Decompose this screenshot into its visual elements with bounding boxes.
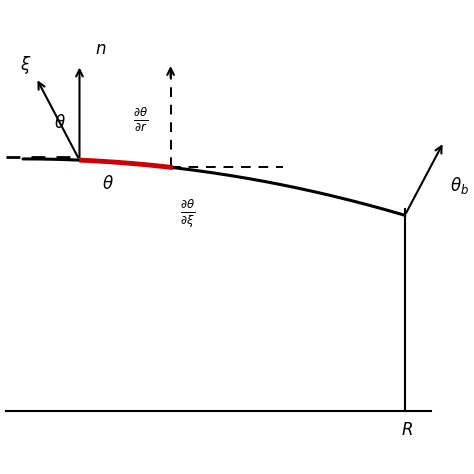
- Text: $R$: $R$: [401, 421, 413, 439]
- Text: $\theta$: $\theta$: [54, 114, 66, 132]
- Text: $\xi$: $\xi$: [20, 54, 32, 75]
- Text: $\theta_b$: $\theta_b$: [450, 175, 469, 196]
- Text: $n$: $n$: [95, 40, 106, 58]
- Text: $\frac{\partial \theta}{\partial r}$: $\frac{\partial \theta}{\partial r}$: [133, 106, 148, 133]
- Text: $\frac{\partial \theta}{\partial \xi}$: $\frac{\partial \theta}{\partial \xi}$: [181, 198, 195, 230]
- Text: $\theta$: $\theta$: [102, 175, 114, 193]
